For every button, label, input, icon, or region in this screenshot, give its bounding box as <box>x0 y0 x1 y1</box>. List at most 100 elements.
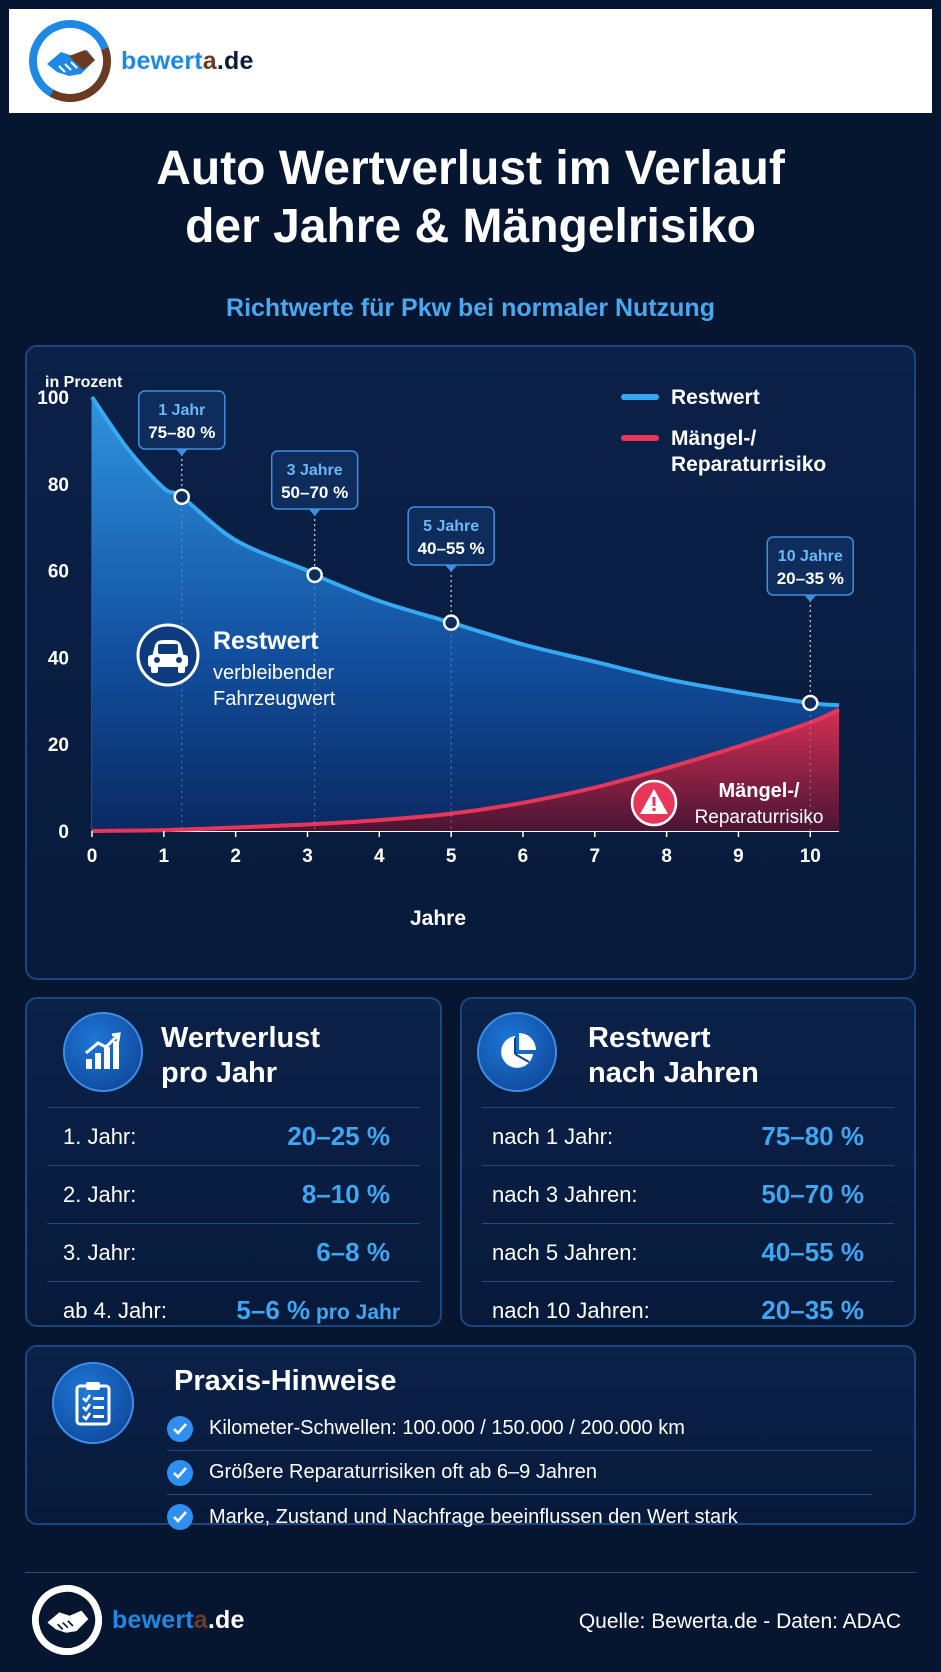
page-title-line2: der Jahre & Mängelrisiko <box>185 200 756 253</box>
restwert-area-label: Restwert verbleibender Fahrzeugwert <box>136 623 336 710</box>
list-item: Marke, Zustand und Nachfrage beeinflusse… <box>167 1495 872 1539</box>
x-tick-label: 6 <box>518 846 529 867</box>
annotation-pointer <box>445 565 458 572</box>
legend-label-risk-line1: Mängel-/ <box>671 427 756 450</box>
annotation-point <box>173 488 191 506</box>
annotation-point <box>306 566 323 584</box>
yearly-loss-table: Wertverlust pro Jahr 1. Jahr: 20–25 % 2.… <box>25 997 442 1327</box>
page-subtitle: Richtwerte für Pkw bei normaler Nutzung <box>226 294 715 322</box>
row-label: 3. Jahr: <box>63 1239 137 1265</box>
annotation-pointer <box>308 509 321 516</box>
annotation-pointer <box>175 449 188 456</box>
check-icon <box>167 1415 193 1442</box>
handshake-logo-icon <box>32 1585 102 1655</box>
check-icon <box>167 1504 193 1530</box>
row-label: 1. Jahr: <box>63 1123 137 1149</box>
x-axis-label: Jahre <box>410 907 466 930</box>
annotation-label-bottom: 75–80 % <box>148 423 215 442</box>
annotation-label-top: 3 Jahre <box>287 462 343 479</box>
footer-brand-name: bewerta.de <box>112 1605 245 1634</box>
yearly-loss-rows: 1. Jahr: 20–25 % 2. Jahr: 8–10 % 3. Jahr… <box>27 1107 440 1339</box>
annotation-label-top: 10 Jahre <box>778 548 843 565</box>
risk-area-label: Mängel-/ Reparaturrisiko <box>630 779 824 828</box>
row-value: 5–6 % pro Jahr <box>236 1295 400 1325</box>
y-tick-label: 60 <box>48 562 69 583</box>
row-value: 20–25 % <box>287 1121 390 1151</box>
handshake-logo-icon <box>29 20 111 102</box>
brand-name: bewerta.de <box>121 46 254 75</box>
annotation-label-bottom: 50–70 % <box>281 483 348 502</box>
row-value: 20–35 % <box>761 1295 864 1325</box>
restwert-area <box>92 397 839 831</box>
y-tick-label: 40 <box>48 648 69 669</box>
x-tick-label: 8 <box>661 846 672 867</box>
notes-title: Praxis-Hinweise <box>174 1365 397 1397</box>
y-tick-label: 20 <box>48 735 69 756</box>
y-axis-label: in Prozent <box>45 374 123 391</box>
annotation-pointer <box>804 595 817 602</box>
x-tick-label: 3 <box>302 846 313 867</box>
x-tick-label: 0 <box>87 846 98 867</box>
chart-panel: 1 Jahr 75–80 % 3 Jahre 50–70 % 5 Jahre 40–55 … <box>25 345 916 980</box>
x-tick-label: 1 <box>159 846 170 867</box>
table-row: nach 3 Jahren: 50–70 % <box>482 1165 894 1223</box>
table-row: 1. Jahr: 20–25 % <box>47 1107 420 1165</box>
table-row: ab 4. Jahr: 5–6 % pro Jahr <box>47 1281 420 1339</box>
row-value: 8–10 % <box>301 1179 390 1209</box>
restwert-area-sub1: verbleibender <box>213 662 335 684</box>
restwert-area-sub2: Fahrzeugwert <box>213 688 336 710</box>
table-row: 2. Jahr: 8–10 % <box>47 1165 420 1223</box>
residual-value-header: Restwert nach Jahren <box>462 999 914 1106</box>
yearly-loss-header: Wertverlust pro Jahr <box>27 999 440 1106</box>
row-value: 75–80 % <box>761 1121 864 1151</box>
row-value: 6–8 % <box>316 1237 390 1267</box>
check-icon <box>167 1459 193 1486</box>
chart-legend: Restwert Mängel-/ Reparaturrisiko <box>621 386 826 476</box>
residual-value-table: Restwert nach Jahren nach 1 Jahr: 75–80 … <box>460 997 916 1327</box>
y-tick-label: 100 <box>37 388 69 409</box>
table-row: nach 1 Jahr: 75–80 % <box>482 1107 894 1165</box>
legend-label-risk-line2: Reparaturrisiko <box>671 453 826 476</box>
pie-chart-icon <box>477 1012 557 1092</box>
header-bar: bewerta.de <box>9 9 932 113</box>
annotation-label-bottom: 20–35 % <box>777 569 844 588</box>
footer-logo[interactable]: bewerta.de <box>32 1585 245 1655</box>
annotation-point <box>442 614 460 631</box>
footer-source: Quelle: Bewerta.de - Daten: ADAC <box>578 1610 901 1633</box>
note-text: Kilometer-Schwellen: 100.000 / 150.000 /… <box>209 1417 685 1439</box>
residual-value-rows: nach 1 Jahr: 75–80 % nach 3 Jahren: 50–7… <box>462 1107 914 1339</box>
clipboard-checklist-icon <box>52 1362 134 1444</box>
table-row: nach 5 Jahren: 40–55 % <box>482 1223 894 1281</box>
legend-label-restwert: Restwert <box>671 386 760 409</box>
x-tick-label: 9 <box>733 846 744 867</box>
x-tick-label: 10 <box>800 846 821 867</box>
table-row: 3. Jahr: 6–8 % <box>47 1223 420 1281</box>
row-value: 40–55 % <box>761 1237 864 1267</box>
depreciation-chart: 1 Jahr 75–80 % 3 Jahre 50–70 % 5 Jahre 40–55 … <box>37 374 855 930</box>
restwert-area-title: Restwert <box>213 627 319 655</box>
note-text: Marke, Zustand und Nachfrage beeinflusse… <box>209 1505 738 1528</box>
list-item: Kilometer-Schwellen: 100.000 / 150.000 /… <box>167 1407 872 1451</box>
row-label: nach 1 Jahr: <box>492 1123 614 1149</box>
x-tick-label: 2 <box>230 846 241 867</box>
risk-area-line2: Reparaturrisiko <box>695 807 824 828</box>
risk-area-line1: Mängel-/ <box>718 780 800 802</box>
annotation-point <box>802 694 819 712</box>
row-label: nach 5 Jahren: <box>492 1239 638 1265</box>
x-tick-label: 5 <box>446 846 457 867</box>
note-text: Größere Reparaturrisiken oft ab 6–9 Jahr… <box>209 1461 597 1483</box>
list-item: Größere Reparaturrisiken oft ab 6–9 Jahr… <box>167 1451 872 1495</box>
annotation-label-top: 1 Jahr <box>158 402 205 419</box>
practice-notes-panel: Praxis-Hinweise Kilometer-Schwellen: 100… <box>25 1345 916 1530</box>
x-tick-label: 7 <box>589 846 600 867</box>
annotation-label-bottom: 40–55 % <box>418 539 485 558</box>
page-title-line1: Auto Wertverlust im Verlauf <box>156 142 785 195</box>
x-tick-label: 4 <box>374 846 385 867</box>
residual-value-title: Restwert nach Jahren <box>588 1022 759 1089</box>
y-tick-label: 80 <box>48 475 69 496</box>
row-label: nach 10 Jahren: <box>492 1297 650 1323</box>
footer-divider <box>25 1572 916 1573</box>
row-label: nach 3 Jahren: <box>492 1181 638 1207</box>
legend-swatch-restwert <box>621 394 659 400</box>
brand-logo[interactable]: bewerta.de <box>29 20 254 102</box>
